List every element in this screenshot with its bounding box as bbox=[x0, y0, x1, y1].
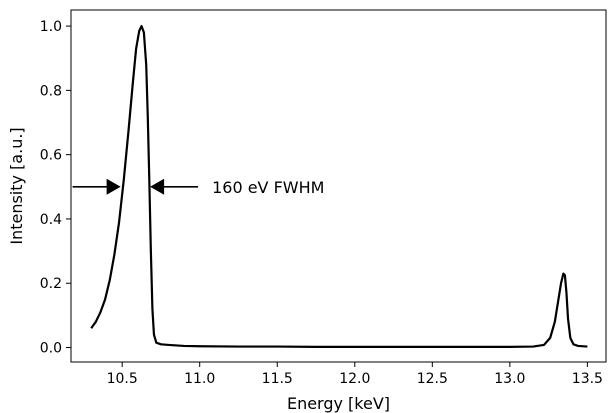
y-axis-label: Intensity [a.u.] bbox=[7, 127, 26, 244]
x-axis-ticks: 10.5 11.0 11.5 12.0 12.5 13.0 13.5 bbox=[107, 362, 603, 387]
x-tick-label: 12.0 bbox=[339, 371, 370, 387]
x-tick-label: 12.5 bbox=[417, 371, 448, 387]
y-tick-label: 0.0 bbox=[40, 341, 62, 357]
x-tick-label: 10.5 bbox=[107, 371, 138, 387]
y-tick-label: 0.6 bbox=[40, 148, 62, 164]
x-tick-label: 11.5 bbox=[262, 371, 293, 387]
spectrum-line bbox=[90, 24, 588, 348]
x-tick-label: 13.0 bbox=[494, 371, 525, 387]
x-tick-label: 11.0 bbox=[184, 371, 215, 387]
left-arrow-head bbox=[106, 178, 121, 195]
fwhm-annotation-label: 160 eV FWHM bbox=[212, 178, 324, 197]
fwhm-arrows bbox=[72, 178, 199, 195]
y-tick-label: 0.4 bbox=[40, 212, 62, 228]
y-tick-label: 0.2 bbox=[40, 276, 62, 292]
y-axis-ticks: 0.0 0.2 0.4 0.6 0.8 1.0 bbox=[40, 19, 71, 357]
y-tick-label: 0.8 bbox=[40, 83, 62, 99]
y-tick-label: 1.0 bbox=[40, 19, 62, 35]
x-axis-label: Energy [keV] bbox=[287, 394, 390, 413]
right-arrow-head bbox=[150, 178, 165, 195]
x-tick-label: 13.5 bbox=[572, 371, 603, 387]
plot-area-frame bbox=[70, 9, 607, 363]
